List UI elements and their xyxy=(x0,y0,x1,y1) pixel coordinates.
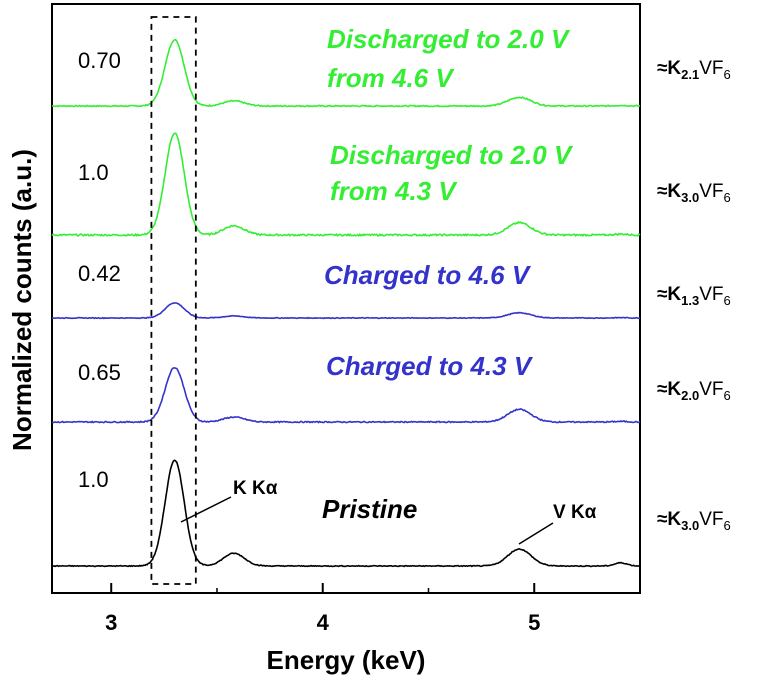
series-label: from 4.6 V xyxy=(327,63,455,93)
series-line xyxy=(51,38,641,108)
series-label: from 4.3 V xyxy=(330,176,458,206)
formula-label: ≈K2.1VF6 xyxy=(657,58,731,82)
series-line xyxy=(51,132,641,238)
ratio-label: 0.42 xyxy=(78,261,121,286)
x-tick-label: 4 xyxy=(317,610,330,635)
series-line xyxy=(51,459,641,568)
ratio-label: 1.0 xyxy=(78,467,109,492)
vka-label: V Kα xyxy=(553,502,597,523)
ratio-label: 0.70 xyxy=(78,48,121,73)
series-label: Charged to 4.6 V xyxy=(324,260,532,290)
ratio-label: 0.65 xyxy=(78,360,121,385)
formula-label: ≈K3.0VF6 xyxy=(657,509,731,533)
series-line xyxy=(51,366,641,424)
kka-label: K Kα xyxy=(233,478,278,499)
series-label: Pristine xyxy=(322,494,417,524)
vka-leader xyxy=(518,522,554,545)
kka-leader xyxy=(180,496,232,523)
ratio-label: 1.0 xyxy=(78,160,109,185)
highlight-box xyxy=(150,16,197,585)
series-label: Discharged to 2.0 V xyxy=(330,140,574,170)
series-label: Charged to 4.3 V xyxy=(326,351,534,381)
plot-frame xyxy=(51,3,641,594)
x-axis-title: Energy (keV) xyxy=(267,645,426,675)
y-axis-title: Normalized counts (a.u.) xyxy=(7,149,37,451)
formula-label: ≈K3.0VF6 xyxy=(657,181,731,205)
x-tick-label: 5 xyxy=(528,610,540,635)
x-tick-label: 3 xyxy=(105,610,117,635)
formula-label: ≈K1.3VF6 xyxy=(657,284,731,308)
formula-label: ≈K2.0VF6 xyxy=(657,379,731,403)
series-line xyxy=(51,302,641,320)
series-label: Discharged to 2.0 V xyxy=(327,24,571,54)
